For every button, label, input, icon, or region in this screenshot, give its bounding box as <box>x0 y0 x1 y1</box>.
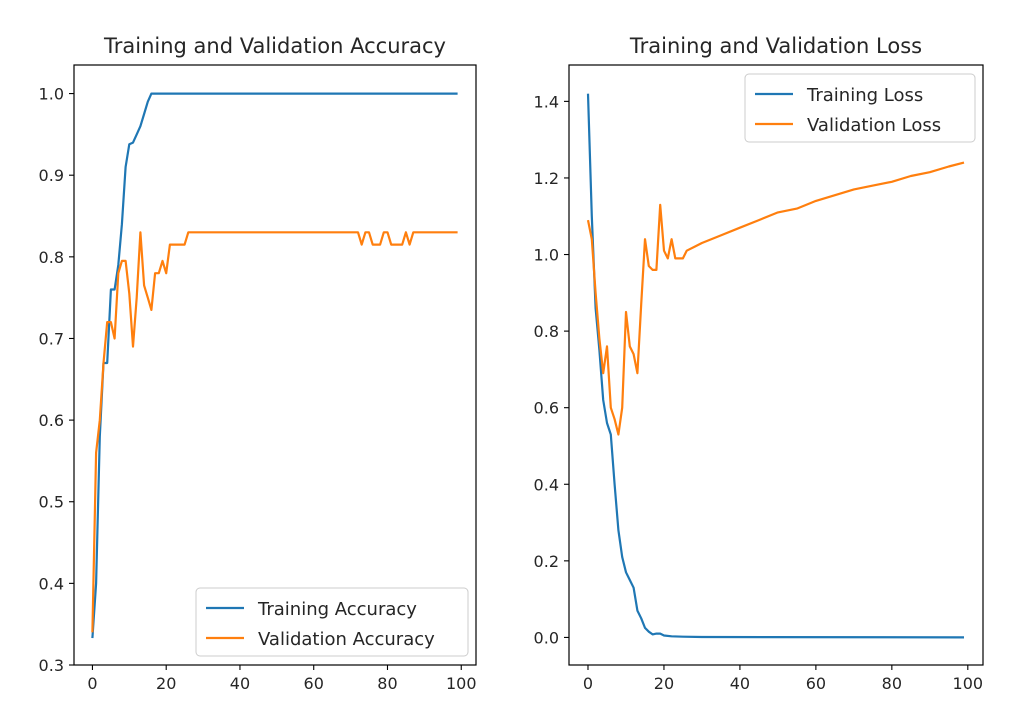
x-tick-label: 100 <box>446 674 477 693</box>
x-tick-label: 40 <box>730 674 750 693</box>
x-tick-label: 20 <box>654 674 674 693</box>
y-tick-label: 0.0 <box>534 628 559 647</box>
x-tick-label: 60 <box>304 674 324 693</box>
y-tick-label: 1.0 <box>39 85 64 104</box>
plot-frame <box>568 64 984 666</box>
x-tick-label: 20 <box>156 674 176 693</box>
legend-label: Validation Loss <box>807 115 941 136</box>
y-tick-label: 0.7 <box>39 329 64 348</box>
x-tick-label: 40 <box>230 674 250 693</box>
y-tick-label: 0.4 <box>534 475 559 494</box>
x-tick-label: 60 <box>806 674 826 693</box>
x-tick-label: 100 <box>953 674 984 693</box>
y-tick-label: 0.4 <box>39 574 64 593</box>
y-tick-label: 0.9 <box>39 166 64 185</box>
legend-box <box>744 73 976 143</box>
y-tick-label: 0.6 <box>39 411 64 430</box>
x-tick-label: 0 <box>583 674 593 693</box>
series-line-validation-loss <box>586 161 965 436</box>
loss-chart: Training and Validation Loss 0 20 40 60 80 100… <box>534 34 984 693</box>
y-tick-label: 0.6 <box>534 399 559 418</box>
legend: Training Loss Validation Loss <box>744 73 976 143</box>
legend-label: Training Loss <box>806 85 923 106</box>
x-tick-label: 80 <box>377 674 397 693</box>
legend: Training Accuracy Validation Accuracy <box>195 587 469 657</box>
y-tick-label: 0.8 <box>534 322 559 341</box>
y-tick-label: 1.4 <box>534 92 559 111</box>
y-tick-label: 0.2 <box>534 552 559 571</box>
y-tick-label: 0.5 <box>39 493 64 512</box>
legend-label: Validation Accuracy <box>258 629 435 650</box>
chart-title: Training and Validation Loss <box>629 34 922 58</box>
y-tick-label: 1.2 <box>534 169 559 188</box>
series-line-training-accuracy <box>91 92 458 639</box>
y-tick-label: 1.0 <box>534 246 559 265</box>
x-tick-label: 0 <box>87 674 97 693</box>
plot-frame <box>73 64 477 666</box>
chart-title: Training and Validation Accuracy <box>103 34 446 58</box>
series-line-training-loss <box>586 93 965 639</box>
y-tick-label: 0.3 <box>39 656 64 675</box>
legend-label: Training Accuracy <box>257 599 417 620</box>
accuracy-chart: Training and Validation Accuracy 0 20 40 60 8… <box>39 34 477 693</box>
series-line-validation-accuracy <box>91 231 458 633</box>
x-tick-label: 80 <box>882 674 902 693</box>
y-tick-label: 0.8 <box>39 248 64 267</box>
legend-box <box>195 587 469 657</box>
